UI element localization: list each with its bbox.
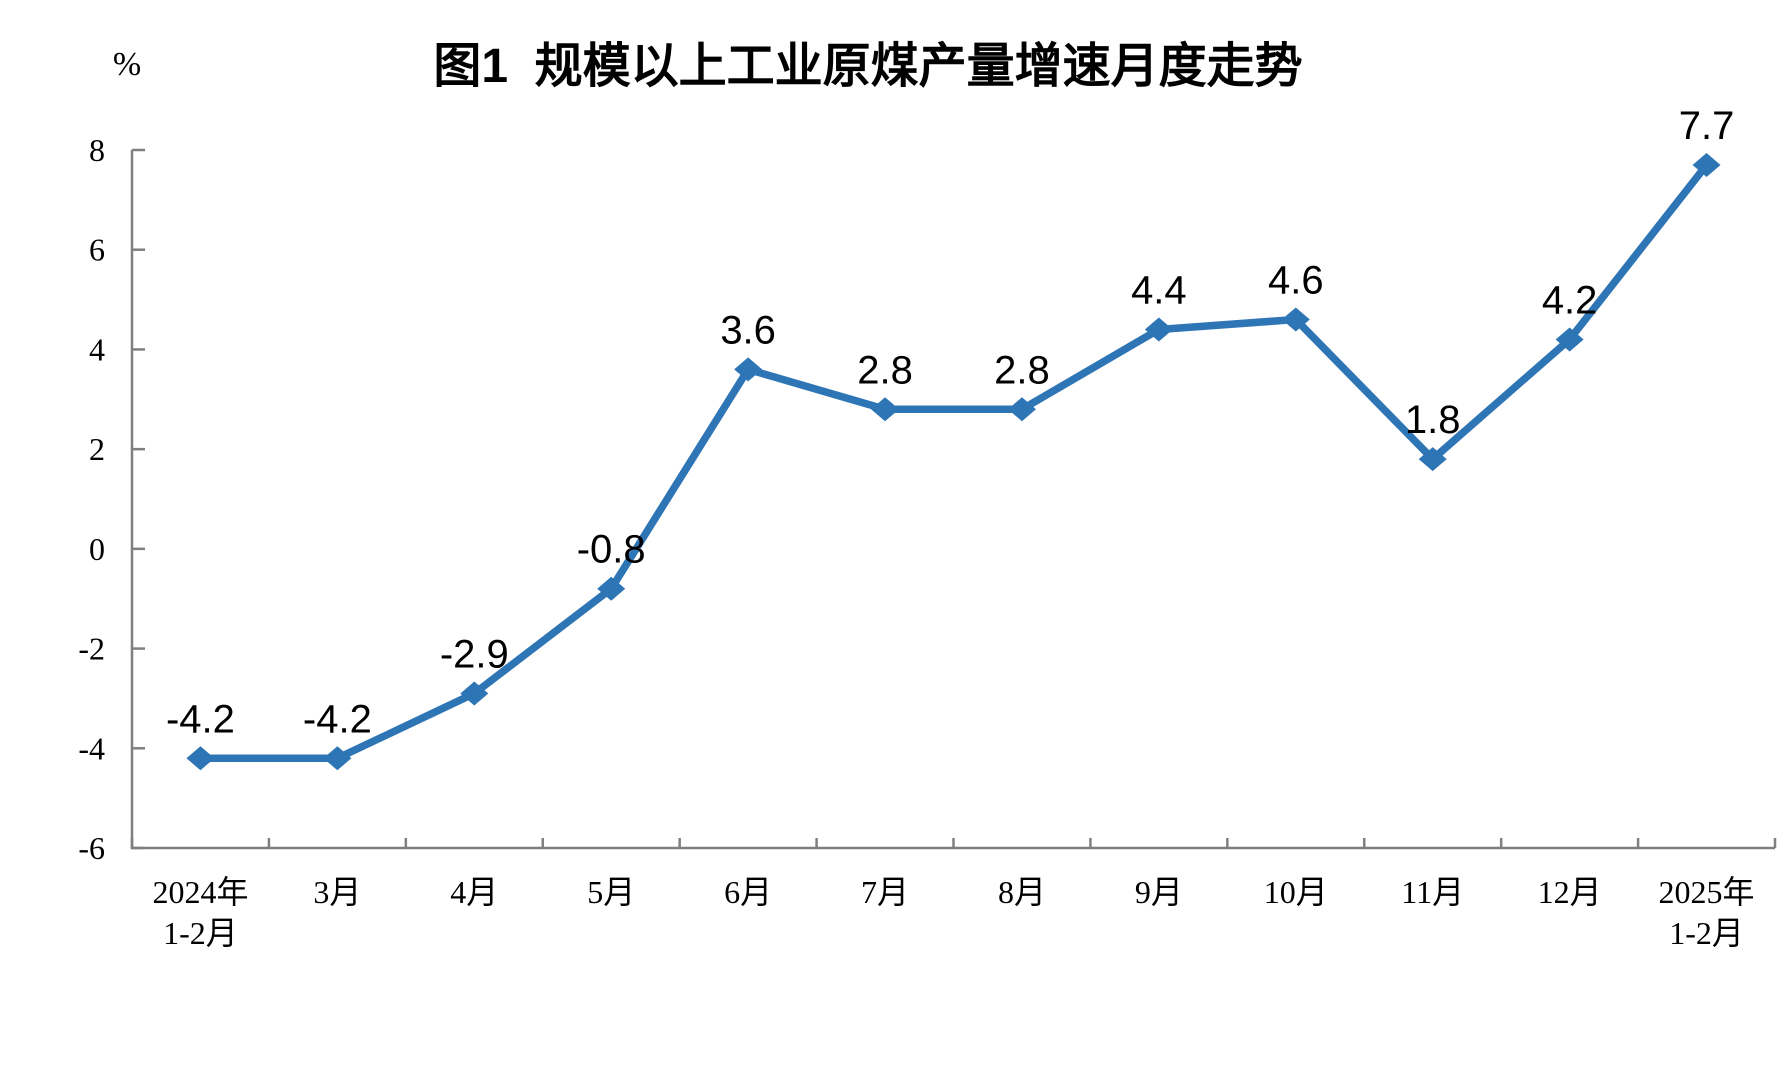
data-point-label: 1.8 [1405, 398, 1461, 442]
category-label: 12月 [1538, 874, 1602, 910]
category-label: 5月 [587, 874, 635, 910]
data-point-label: 4.4 [1131, 268, 1187, 312]
y-axis-unit-label: % [113, 46, 141, 83]
data-point-marker [323, 746, 352, 771]
y-axis-tick-label: 2 [89, 431, 105, 467]
category-label-line2: 1-2月 [1669, 915, 1744, 951]
category-label: 2024年 [152, 874, 248, 910]
data-point-marker [460, 681, 489, 706]
series-line [196, 161, 1711, 763]
category-label-line2: 1-2月 [163, 915, 238, 951]
chart-title: 图1 规模以上工业原煤产量增速月度走势 [433, 40, 1302, 93]
data-point-label: -2.9 [440, 632, 509, 676]
category-label: 9月 [1135, 874, 1183, 910]
category-label: 3月 [313, 874, 361, 910]
y-axis-tick-label: 0 [89, 531, 105, 567]
data-point-marker [597, 576, 626, 601]
data-point-marker [871, 397, 900, 422]
data-point-marker [1007, 397, 1036, 422]
x-axis-category-labels: 2024年 1-2月 3月 4月 5月 6月 7月 8月 9月 10月 11月 12月 2025年 1-2… [152, 874, 1754, 951]
category-label: 10月 [1264, 874, 1328, 910]
data-point-marker [1555, 327, 1584, 352]
data-point-labels: -4.2 -4.2 -2.9 -0.8 3.6 2.8 2.8 4.4 4.6 1.8 4.2 7.7 [166, 104, 1734, 741]
category-label: 2025年 [1659, 874, 1755, 910]
data-point-marker [1281, 307, 1310, 332]
data-point-label: 4.2 [1542, 278, 1598, 322]
data-point-label: 7.7 [1679, 104, 1735, 148]
y-axis-tick-label: 8 [89, 132, 105, 168]
y-axis-tick-label: -2 [78, 631, 105, 667]
data-point-label: 3.6 [720, 308, 776, 352]
axis-lines [130, 150, 1775, 850]
x-axis-ticks [130, 838, 1777, 848]
y-axis-tick-label: 4 [89, 331, 105, 367]
data-point-label: -0.8 [577, 528, 646, 572]
category-label: 4月 [450, 874, 498, 910]
data-point-label: -4.2 [303, 697, 372, 741]
data-point-label: 2.8 [994, 348, 1050, 392]
category-label: 11月 [1401, 874, 1464, 910]
y-axis-ticks: 8 6 4 2 0 -2 -4 -6 [78, 132, 145, 866]
data-point-marker [1418, 447, 1447, 472]
data-point-marker [1144, 317, 1173, 342]
data-point-marker [1692, 152, 1721, 177]
y-axis-tick-label: 6 [89, 232, 105, 268]
y-axis-tick-label: -4 [78, 730, 105, 766]
data-series [186, 152, 1721, 771]
category-label: 6月 [724, 874, 772, 910]
category-label: 8月 [998, 874, 1046, 910]
category-label: 7月 [861, 874, 909, 910]
data-point-label: 4.6 [1268, 259, 1324, 303]
data-point-label: 2.8 [857, 348, 913, 392]
data-point-label: -4.2 [166, 697, 235, 741]
y-axis-tick-label: -6 [78, 830, 105, 866]
axes [130, 150, 1775, 850]
data-point-marker [734, 357, 763, 382]
data-point-marker [186, 746, 215, 771]
